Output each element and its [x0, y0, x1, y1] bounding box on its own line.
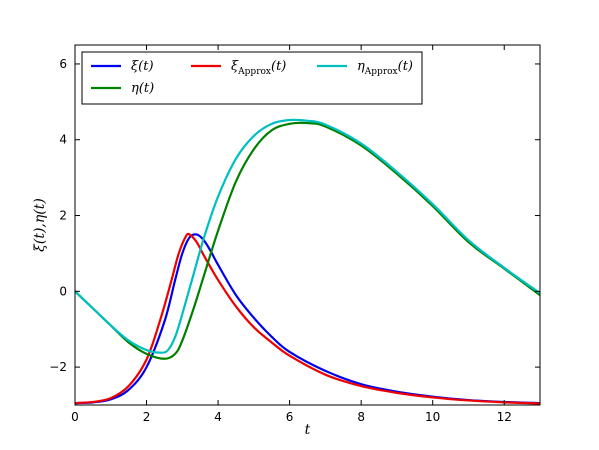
y-axis-label: ξ(t),η(t): [32, 198, 48, 252]
y-tick-label: 0: [59, 284, 67, 298]
x-tick-label: 0: [71, 410, 79, 424]
x-tick-label: 2: [143, 410, 151, 424]
y-tick-label: −2: [49, 360, 67, 374]
series-xi-approx-line: [75, 232, 540, 405]
legend-item-eta-approx: ηApprox(t): [317, 59, 413, 77]
y-tick-label: 2: [59, 209, 67, 223]
series-eta-approx-line: [75, 118, 540, 354]
legend-item-eta: η(t): [91, 81, 154, 96]
x-tick-label: 10: [425, 410, 440, 424]
legend-item-xi: ξ(t): [91, 59, 154, 74]
x-tick-label: 6: [286, 410, 294, 424]
legend-label: η(t): [131, 81, 154, 96]
series-eta-line: [75, 121, 540, 360]
legend-item-xi-approx: ξApprox(t): [191, 59, 286, 77]
y-tick-label: 6: [59, 57, 67, 71]
series-layer: [75, 118, 540, 405]
x-tick-label: 12: [497, 410, 512, 424]
legend-label: ξApprox(t): [231, 59, 286, 77]
plot-frame: [74, 44, 541, 406]
ticks-layer: 0 2 4 6 8 10 12 −2 0 2 4 6: [49, 45, 540, 424]
x-tick-label: 8: [357, 410, 365, 424]
legend: ξ(t) ξApprox(t) ηApprox(t) η(t): [81, 51, 423, 105]
x-axis-label: t: [305, 422, 311, 438]
legend-label: ηApprox(t): [357, 59, 413, 77]
legend-label: ξ(t): [131, 59, 154, 74]
y-tick-label: 4: [59, 133, 67, 147]
x-tick-label: 4: [214, 410, 222, 424]
legend-box: [81, 51, 423, 105]
